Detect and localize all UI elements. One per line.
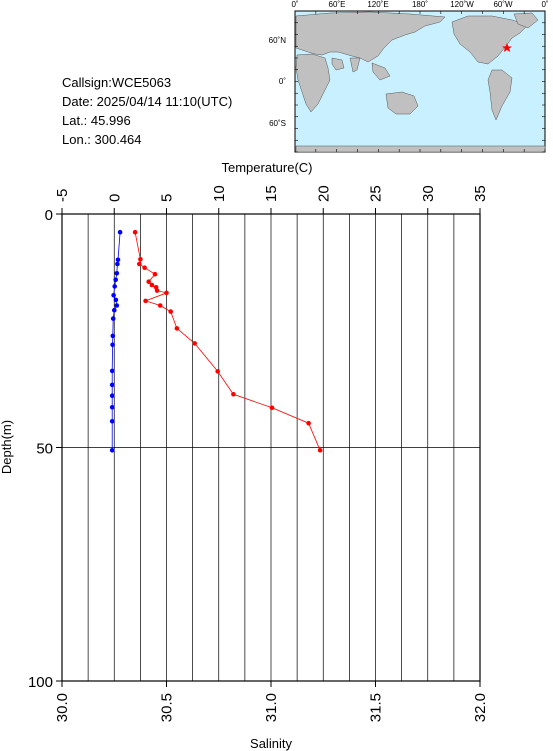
profile-chart: -5 0 5 10 15 20 25 30 35 30.0 30.5 31.0 31.5 32.0 05…	[0, 160, 489, 751]
temperature-tick-label: 30	[420, 185, 437, 202]
map-landmasses	[295, 11, 546, 153]
temperature-tick-label: 35	[472, 185, 489, 202]
map-lat-label-60s: 60˚S	[269, 119, 286, 128]
map-tick-marks	[294, 10, 546, 153]
salinity-tick-label: 30.5	[159, 693, 176, 722]
map-lon-label-120e: 120˚E	[367, 0, 388, 9]
salinity-point	[109, 405, 115, 410]
longitude-text: Lon.: 300.464	[62, 132, 142, 147]
salinity-point	[109, 393, 115, 399]
gridlines	[61, 214, 481, 681]
salinity-point	[109, 419, 115, 424]
series-layer	[109, 229, 323, 453]
map-lon-label-60w: 60˚W	[493, 0, 513, 9]
callsign-text: Callsign:WCE5063	[62, 75, 171, 90]
salinity-tick-label: 32.0	[472, 693, 489, 722]
temperature-point	[317, 448, 323, 453]
temperature-point	[154, 288, 160, 293]
temperature-point	[143, 298, 148, 304]
latitude-text: Lat.: 45.996	[62, 113, 131, 128]
temperature-point	[215, 369, 220, 374]
salinity-point	[113, 277, 118, 283]
temperature-point	[231, 392, 236, 397]
temperature-tick-label: 20	[315, 185, 332, 202]
depth-tick-label: 100	[28, 674, 53, 691]
salinity-tick-label: 30.0	[54, 693, 71, 722]
landmass-india	[349, 57, 361, 73]
temperature-point	[157, 303, 163, 308]
temperature-point	[174, 326, 180, 331]
salinity-point	[111, 293, 116, 298]
salinity-point	[109, 368, 115, 374]
salinity-tick-label: 31.0	[263, 693, 280, 722]
temperature-axis-title: Temperature(C)	[221, 160, 312, 175]
salinity-tick-label: 31.5	[368, 693, 385, 722]
depth-tick-label: 0	[45, 207, 53, 224]
temperature-tick-label: 15	[263, 185, 280, 202]
station-marker	[502, 43, 512, 52]
salinity-axis-title: Salinity	[250, 736, 292, 751]
temperature-point	[192, 341, 197, 346]
temperature-tick-label: 5	[159, 194, 176, 202]
salinity-point	[114, 303, 120, 308]
salinity-point	[115, 257, 121, 263]
temperature-point	[146, 279, 151, 285]
salinity-point	[110, 333, 116, 339]
temperature-point	[142, 265, 147, 271]
salinity-point	[112, 284, 117, 289]
world-map: 0˚ 60˚E 120˚E 180˚ 120˚W 60˚W 0˚ 60˚N 0˚…	[269, 0, 549, 153]
map-lon-label-0: 0˚	[291, 0, 298, 9]
map-lon-label-0-right: 0˚	[541, 0, 548, 9]
map-lon-label-120w: 120˚W	[450, 0, 474, 9]
temperature-tick-label: 25	[368, 185, 385, 202]
landmass-arabia	[331, 57, 345, 71]
temperature-tick-label: -5	[54, 189, 71, 202]
depth-tick-label: 50	[36, 441, 53, 458]
temperature-point	[306, 420, 311, 426]
map-lat-label-60n: 60˚N	[269, 36, 287, 45]
landmass-greenland	[513, 12, 539, 29]
landmass-australia	[385, 91, 419, 115]
salinity-point	[114, 271, 120, 276]
temperature-point	[149, 282, 155, 288]
temperature-point	[269, 405, 275, 411]
temperature-point	[137, 261, 142, 267]
salinity-point	[109, 382, 115, 388]
temperature-tick-label: 0	[106, 194, 123, 202]
salinity-point	[110, 316, 116, 321]
salinity-point	[109, 448, 115, 453]
temperature-point	[132, 229, 138, 235]
landmass-africa	[295, 53, 331, 113]
landmass-europe-asia	[295, 11, 446, 63]
temperature-point	[152, 271, 158, 277]
map-lon-label-60e: 60˚E	[329, 0, 346, 9]
salinity-point	[115, 261, 120, 267]
salinity-point	[112, 307, 117, 313]
landmass-antarctica	[295, 145, 546, 153]
salinity-point	[113, 297, 119, 303]
temperature-point	[168, 309, 173, 314]
map-lat-label-0: 0˚	[279, 77, 286, 86]
depth-axis: 0 50 100	[28, 207, 62, 691]
map-lon-label-180: 180˚	[412, 0, 428, 9]
temperature-point	[138, 257, 143, 262]
salinity-point	[110, 342, 115, 348]
salinity-point	[117, 229, 123, 235]
date-text: Date: 2025/04/14 11:10(UTC)	[62, 94, 232, 109]
temperature-point	[164, 290, 169, 296]
landmass-southeast-asia	[371, 62, 391, 81]
depth-axis-title: Depth(m)	[0, 420, 14, 474]
salinity-axis: 30.0 30.5 31.0 31.5 32.0	[54, 681, 489, 722]
landmass-south-america	[487, 69, 513, 121]
station-info: Callsign:WCE5063 Date: 2025/04/14 11:10(…	[62, 75, 232, 147]
temperature-tick-label: 10	[211, 185, 228, 202]
temperature-axis: -5 0 5 10 15 20 25 30 35	[54, 185, 489, 214]
